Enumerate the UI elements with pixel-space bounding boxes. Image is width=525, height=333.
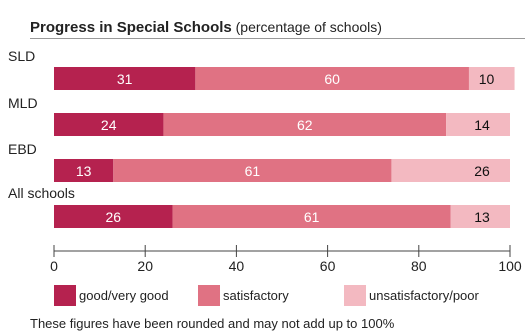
bar-segment [113, 159, 392, 182]
legend-swatch [54, 285, 76, 306]
data-label: 31 [117, 71, 133, 87]
category-label: MLD [8, 95, 38, 111]
data-label: 13 [76, 163, 92, 179]
chart-title: Progress in Special Schools (percentage … [30, 19, 382, 36]
legend-swatch [344, 285, 366, 306]
x-tick-label: 0 [50, 258, 58, 274]
legend-label: satisfactory [223, 288, 289, 303]
data-label: 61 [304, 209, 320, 225]
data-label: 14 [474, 117, 490, 133]
bar-segment [54, 113, 164, 136]
category-label: All schools [8, 185, 75, 201]
chart-footnote: These figures have been rounded and may … [30, 316, 395, 331]
chart-subtitle: (percentage of schools) [232, 19, 382, 35]
bar-segment [54, 159, 114, 182]
bar-segment [163, 113, 447, 136]
data-label: 26 [474, 163, 490, 179]
data-label: 13 [474, 209, 490, 225]
legend-label: good/very good [79, 288, 169, 303]
data-label: 60 [324, 71, 340, 87]
legend-swatch [198, 285, 220, 306]
x-tick-label: 60 [320, 258, 336, 274]
bar-segment [450, 205, 510, 228]
chart-title-text: Progress in Special Schools [30, 19, 232, 36]
data-label: 26 [105, 209, 121, 225]
bar-segment [54, 67, 196, 90]
data-label: 61 [245, 163, 261, 179]
bar-segment [391, 159, 510, 182]
x-tick-label: 100 [498, 258, 522, 274]
x-tick-label: 40 [229, 258, 245, 274]
x-tick-label: 20 [137, 258, 153, 274]
data-label: 62 [297, 117, 313, 133]
bar-segment [468, 67, 515, 90]
bar-segment [54, 205, 173, 228]
title-rule [30, 38, 525, 39]
x-tick-label: 80 [411, 258, 427, 274]
bar-segment [195, 67, 469, 90]
data-label: 24 [101, 117, 117, 133]
category-label: SLD [8, 48, 35, 64]
bar-segment [446, 113, 510, 136]
category-label: EBD [8, 141, 37, 157]
bar-segment [172, 205, 451, 228]
data-label: 10 [479, 71, 495, 87]
legend-label: unsatisfactory/poor [369, 288, 480, 303]
